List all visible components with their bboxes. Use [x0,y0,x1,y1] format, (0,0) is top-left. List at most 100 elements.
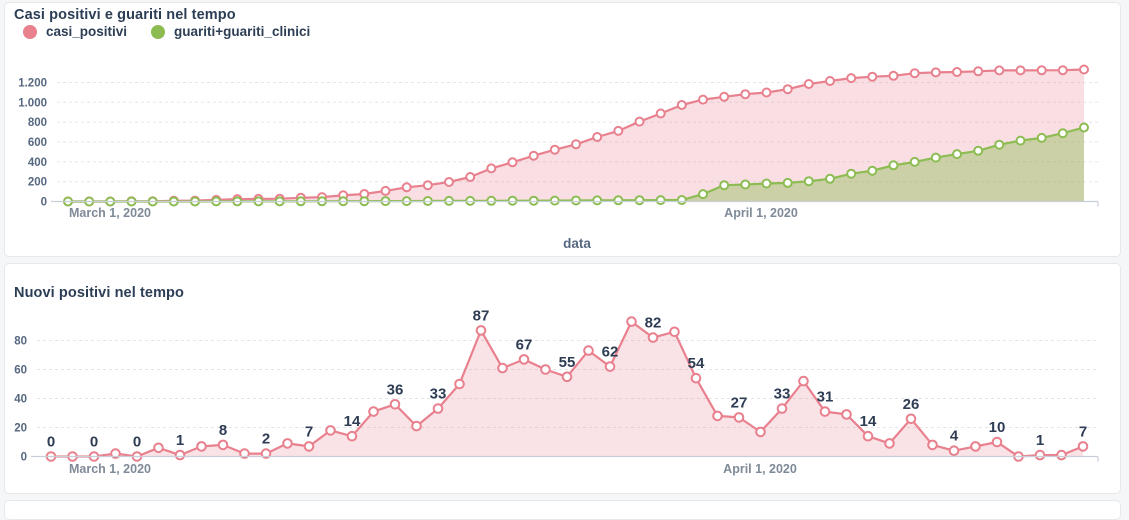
guariti+guariti_clinici-point[interactable] [909,156,920,167]
nuovi_positivi-point[interactable] [389,399,401,410]
guariti+guariti_clinici-point[interactable] [1015,135,1026,146]
guariti+guariti_clinici-point[interactable] [528,195,539,206]
guariti+guariti_clinici-point[interactable] [698,189,708,200]
nuovi_positivi-point[interactable] [1056,449,1067,461]
nuovi_positivi-point[interactable] [239,448,250,459]
guariti+guariti_clinici-point[interactable] [676,195,687,205]
nuovi_positivi-point[interactable] [755,426,766,438]
casi_positivi-point[interactable] [930,67,941,78]
nuovi_positivi-point[interactable] [1034,449,1046,461]
casi_positivi-point[interactable] [634,116,645,127]
nuovi_positivi-point[interactable] [411,420,422,432]
guariti+guariti_clinici-point[interactable] [549,195,560,206]
guariti+guariti_clinici-point[interactable] [846,168,857,179]
guariti+guariti_clinici-point[interactable] [973,145,984,156]
nuovi_positivi-point[interactable] [669,326,680,338]
guariti+guariti_clinici-point[interactable] [740,179,751,190]
casi_positivi-point[interactable] [973,66,984,77]
nuovi_positivi-point[interactable] [819,406,831,417]
guariti+guariti_clinici-point[interactable] [613,195,624,206]
nuovi_positivi-point[interactable] [346,430,358,442]
casi_positivi-point[interactable] [909,68,920,79]
casi_positivi-point[interactable] [444,177,454,187]
nuovi_positivi-point[interactable] [282,438,293,449]
nuovi_positivi-point[interactable] [217,439,229,451]
nuovi_positivi-point[interactable] [540,364,551,375]
guariti+guariti_clinici-point[interactable] [930,152,941,163]
casi_positivi-point[interactable] [571,139,581,150]
guariti+guariti_clinici-point[interactable] [888,160,899,171]
nuovi_positivi-point[interactable] [927,439,938,451]
nuovi_positivi-point[interactable] [196,441,207,452]
guariti+guariti_clinici-point[interactable] [634,195,645,206]
guariti+guariti_clinici-point[interactable] [782,177,793,188]
casi_positivi-point[interactable] [888,70,899,81]
nuovi_positivi-point[interactable] [110,448,121,459]
casi_positivi-point[interactable] [825,76,835,86]
nuovi_positivi-point[interactable] [583,345,594,356]
nuovi_positivi-point[interactable] [733,412,745,423]
casi_positivi-point[interactable] [994,65,1005,76]
guariti+guariti_clinici-point[interactable] [867,165,878,176]
casi_positivi-point[interactable] [486,163,497,174]
legend-item-guariti[interactable]: guariti+guariti_clinici [151,24,310,39]
casi_positivi-point[interactable] [740,89,751,100]
casi_positivi-point[interactable] [380,185,391,196]
casi_positivi-point[interactable] [952,67,962,77]
nuovi_positivi-point[interactable] [690,372,702,384]
nuovi_positivi-point[interactable] [260,448,272,459]
guariti+guariti_clinici-point[interactable] [994,139,1005,150]
casi_positivi-point[interactable] [867,71,878,82]
nuovi_positivi-point[interactable] [647,332,659,343]
nuovi_positivi-point[interactable] [948,445,960,457]
casi_positivi-point[interactable] [803,79,814,89]
casi_positivi-point[interactable] [761,87,772,98]
nuovi_positivi-point[interactable] [454,378,465,390]
guariti+guariti_clinici-point[interactable] [571,195,581,206]
nuovi_positivi-point[interactable] [325,425,336,436]
casi_positivi-point[interactable] [592,132,603,142]
casi_positivi-point[interactable] [655,108,666,119]
nuovi_positivi-point[interactable] [905,413,917,425]
guariti+guariti_clinici-point[interactable] [761,178,772,189]
nuovi_positivi-point[interactable] [604,361,616,372]
nuovi_positivi-point[interactable] [862,430,874,442]
casi_positivi-point[interactable] [676,100,687,110]
daily-chart-plot[interactable]: 0 20 40 60 80 March 1, 2020 April 1, 2020 0 0 0 1 8… [14,307,1099,476]
guariti+guariti_clinici-point[interactable] [952,149,962,160]
guariti+guariti_clinici-point[interactable] [507,195,518,206]
casi_positivi-point[interactable] [1015,65,1026,76]
casi_positivi-point[interactable] [1057,65,1068,76]
nuovi_positivi-point[interactable] [841,409,852,420]
casi_positivi-point[interactable] [613,125,624,136]
nuovi_positivi-point[interactable] [153,442,164,454]
guariti+guariti_clinici-point[interactable] [825,173,835,184]
nuovi_positivi-point[interactable] [712,410,723,422]
casi_positivi-point[interactable] [465,172,476,182]
nuovi_positivi-point[interactable] [626,316,637,327]
guariti+guariti_clinici-point[interactable] [655,195,666,206]
guariti+guariti_clinici-point[interactable] [486,195,497,206]
nuovi_positivi-point[interactable] [561,371,573,383]
nuovi_positivi-point[interactable] [884,438,895,449]
nuovi_positivi-point[interactable] [475,325,487,336]
nuovi_positivi-point[interactable] [368,406,379,417]
guariti+guariti_clinici-point[interactable] [803,176,814,187]
casi_positivi-point[interactable] [401,182,412,193]
guariti+guariti_clinici-point[interactable] [1057,128,1068,139]
nuovi_positivi-point[interactable] [518,354,530,365]
casi_positivi-point[interactable] [846,73,857,84]
guariti+guariti_clinici-point[interactable] [1036,132,1047,143]
casi_positivi-point[interactable] [1036,65,1047,76]
casi_positivi-point[interactable] [528,150,539,161]
casi_positivi-point[interactable] [422,180,433,191]
guariti+guariti_clinici-point[interactable] [719,180,730,191]
legend-item-casi-positivi[interactable]: casi_positivi [23,24,127,39]
nuovi_positivi-point[interactable] [776,403,788,414]
casi_positivi-point[interactable] [698,94,708,105]
nuovi_positivi-point[interactable] [497,362,508,374]
cumulative-chart-plot[interactable]: 0 200 400 600 800 1.000 1.200 March 1, 2020 Apri… [18,64,1099,252]
nuovi_positivi-point[interactable] [1077,441,1089,452]
nuovi_positivi-point[interactable] [174,449,186,461]
nuovi_positivi-point[interactable] [303,441,315,452]
